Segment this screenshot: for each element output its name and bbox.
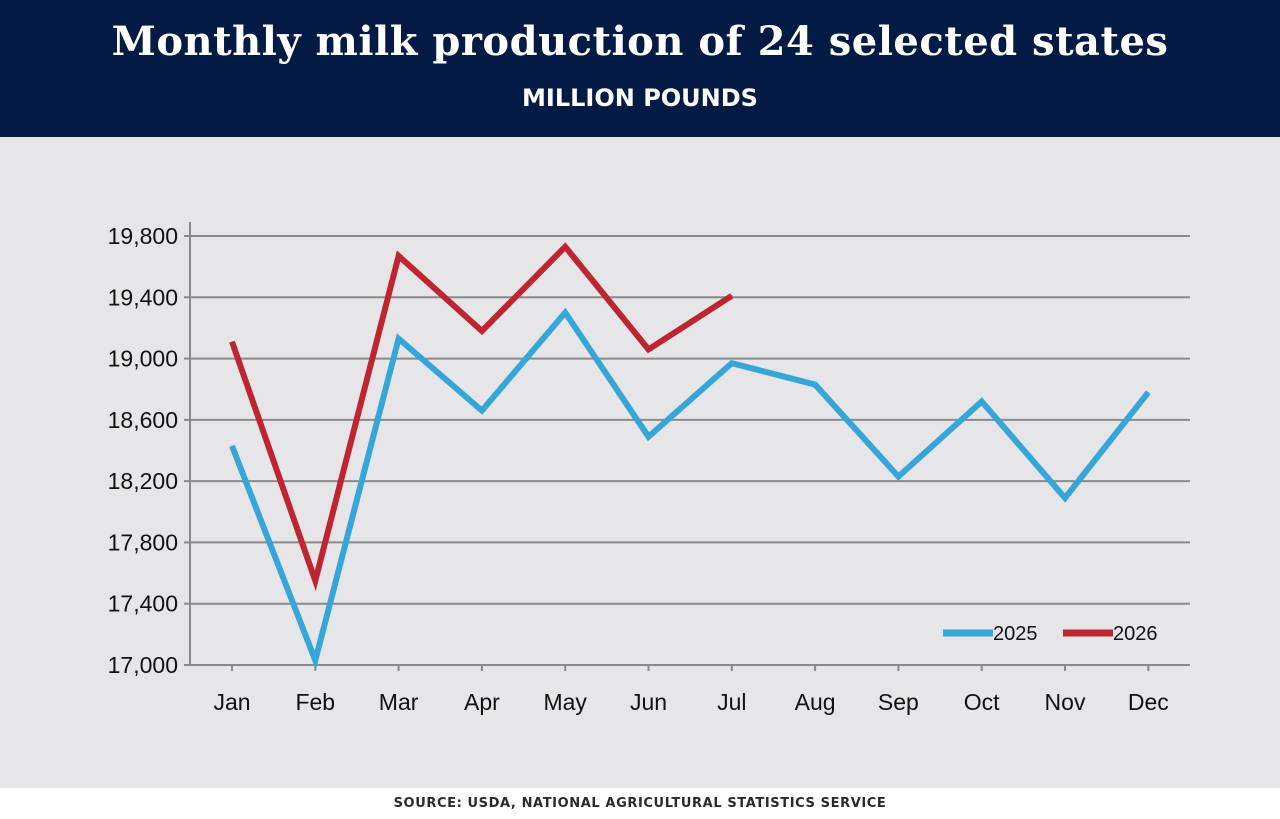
x-tick-label: Sep (878, 689, 919, 715)
y-tick-label: 19,800 (108, 223, 178, 249)
data-point-2025 (398, 338, 400, 340)
series-line-2025 (229, 307, 1151, 671)
x-tick-label: Feb (295, 689, 335, 715)
plot-panel (0, 137, 1280, 788)
x-tick-label: Jun (630, 689, 667, 715)
x-tick-label: Aug (795, 689, 836, 715)
data-point-2026 (648, 348, 649, 350)
data-point-2025 (231, 445, 233, 447)
chart-title: Monthly milk production of 24 selected s… (111, 18, 1169, 65)
source-note: SOURCE: USDA, NATIONAL AGRICULTURAL STAT… (393, 796, 887, 811)
y-tick-label: 18,600 (108, 407, 178, 433)
x-tick-label: Jul (717, 689, 746, 715)
data-point-2026 (731, 295, 733, 297)
data-point-2026 (314, 580, 316, 582)
y-tick-label: 17,800 (108, 529, 178, 555)
data-point-2026 (398, 255, 400, 257)
legend-label-2026: 2026 (1113, 623, 1158, 645)
data-point-2025 (564, 312, 566, 314)
y-tick-label: 18,200 (108, 468, 178, 494)
data-point-2025 (981, 400, 983, 402)
x-tick-label: May (543, 689, 587, 715)
chart-subtitle: MILLION POUNDS (522, 84, 758, 112)
legend-label-2025: 2025 (993, 623, 1038, 645)
y-tick-label: 19,000 (108, 346, 178, 372)
data-point-2025 (731, 362, 733, 364)
x-tick-label: Jan (213, 689, 250, 715)
data-point-2025 (1147, 391, 1149, 393)
x-tick-label: Oct (964, 689, 1000, 715)
x-tick-label: Dec (1128, 689, 1169, 715)
y-tick-label: 17,400 (108, 591, 178, 617)
data-point-2025 (481, 410, 483, 412)
data-point-2025 (897, 476, 899, 478)
data-point-2025 (1064, 497, 1066, 499)
x-tick-label: Apr (464, 689, 500, 715)
data-point-2026 (231, 341, 233, 343)
data-point-2025 (814, 384, 816, 386)
x-tick-label: Mar (379, 689, 419, 715)
y-tick-label: 19,400 (108, 284, 178, 310)
y-tick-label: 17,000 (108, 652, 178, 678)
data-point-2025 (648, 436, 649, 438)
data-point-2026 (481, 330, 483, 332)
x-tick-label: Nov (1045, 689, 1086, 715)
header-banner: Monthly milk production of 24 selected s… (0, 0, 1280, 137)
data-point-2025 (314, 659, 316, 661)
data-point-2026 (564, 246, 566, 248)
